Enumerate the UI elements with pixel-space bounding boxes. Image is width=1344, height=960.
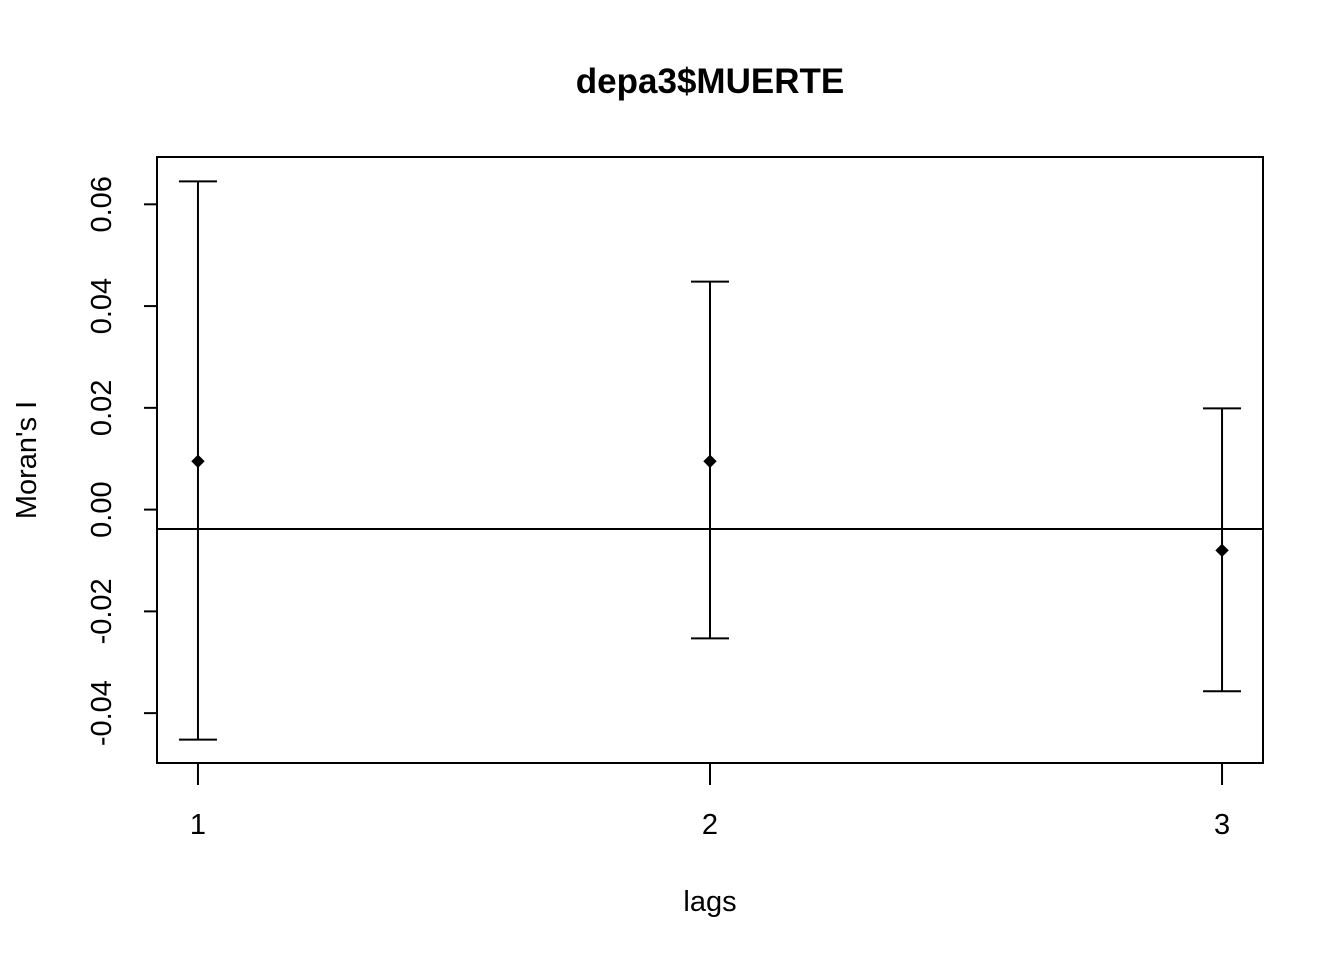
y-tick-label-4: 0.04	[86, 278, 118, 334]
x-tick-label-1: 2	[702, 809, 718, 841]
x-tick-label-2: 3	[1214, 809, 1230, 841]
y-tick-label-3: 0.02	[86, 380, 118, 436]
data-point-3	[1215, 543, 1229, 558]
x-axis-label: lags	[683, 886, 736, 918]
error-bar-group-1	[178, 180, 217, 741]
y-tick-label-5: 0.06	[86, 176, 118, 232]
y-tick-label-2: 0.00	[86, 481, 118, 537]
y-tick-label-1: -0.02	[86, 578, 118, 644]
data-point-1	[191, 454, 205, 468]
series-moran-i	[178, 180, 1242, 741]
chart-title: depa3$MUERTE	[576, 62, 844, 101]
y-tick-label-0: -0.04	[86, 680, 118, 746]
x-tick-label-0: 1	[190, 809, 206, 841]
error-bar-group-2	[691, 280, 729, 640]
data-point-2	[703, 454, 717, 468]
y-axis-label: Moran's I	[11, 401, 43, 519]
error-bar-group-3	[1203, 407, 1242, 693]
y-axis: -0.04 -0.02 0.00 0.02 0.04 0.06	[86, 176, 157, 746]
x-axis: 1 2 3	[190, 763, 1230, 841]
